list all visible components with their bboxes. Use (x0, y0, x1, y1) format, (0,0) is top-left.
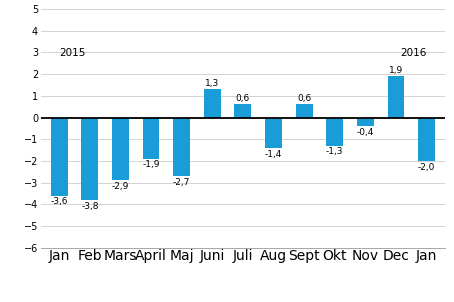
Bar (51, 117, 68, 196)
Bar (204, 89, 221, 117)
Bar (143, 117, 159, 159)
Text: -1,9: -1,9 (142, 160, 160, 169)
Bar (173, 117, 190, 176)
Text: -0,4: -0,4 (357, 128, 374, 137)
Text: 1,9: 1,9 (389, 66, 403, 75)
Bar (234, 104, 252, 117)
Bar (357, 117, 374, 126)
Text: -1,4: -1,4 (265, 149, 282, 159)
Text: -3,8: -3,8 (81, 202, 99, 211)
Text: 2016: 2016 (400, 48, 427, 58)
Text: 1,3: 1,3 (205, 79, 219, 88)
Text: -2,9: -2,9 (112, 182, 129, 191)
Text: -3,6: -3,6 (50, 197, 68, 206)
Bar (418, 117, 435, 161)
Bar (388, 76, 405, 117)
Text: 2015: 2015 (59, 48, 86, 58)
Bar (81, 117, 98, 200)
Bar (265, 117, 282, 148)
Bar (296, 104, 312, 117)
Bar (112, 117, 129, 180)
Text: -1,3: -1,3 (326, 147, 344, 156)
Text: 0,6: 0,6 (297, 94, 311, 103)
Text: -2,7: -2,7 (173, 178, 190, 187)
Text: 0,6: 0,6 (236, 94, 250, 103)
Text: -2,0: -2,0 (418, 162, 435, 172)
Bar (326, 117, 343, 146)
